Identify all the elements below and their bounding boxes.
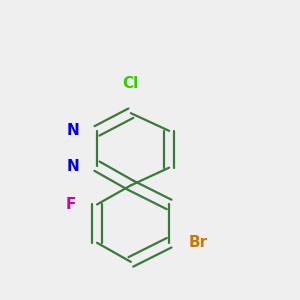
Text: N: N — [67, 159, 80, 174]
Text: Cl: Cl — [123, 76, 139, 91]
Text: N: N — [67, 123, 80, 138]
Text: F: F — [65, 197, 76, 212]
Text: Br: Br — [189, 235, 208, 250]
